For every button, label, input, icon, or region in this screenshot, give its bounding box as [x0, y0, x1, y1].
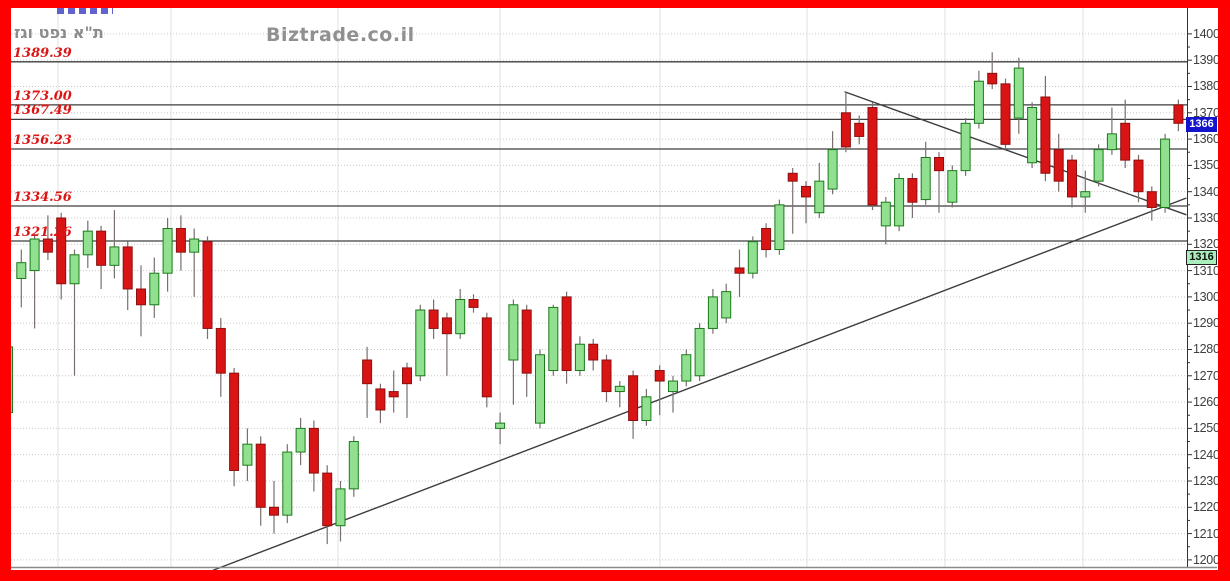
- candle-up: [535, 354, 545, 424]
- candle-down: [1146, 191, 1157, 208]
- candle-up: [109, 246, 120, 266]
- candle-down: [308, 427, 319, 474]
- candle-up: [189, 238, 200, 253]
- candle-up: [548, 306, 559, 372]
- candle-down: [801, 185, 811, 198]
- candle-down: [601, 359, 612, 393]
- candle-up: [295, 427, 306, 453]
- descending-resistance-trendline: [844, 91, 1187, 216]
- candle-down: [42, 238, 53, 253]
- candle-down: [987, 72, 998, 85]
- candle-down: [628, 375, 639, 421]
- candle-down: [56, 217, 67, 285]
- candle-down: [840, 112, 851, 148]
- candle-up: [641, 396, 652, 421]
- candle-down: [1000, 83, 1011, 145]
- candle-up: [894, 178, 905, 227]
- candle-up: [16, 262, 27, 279]
- candle-up: [614, 385, 625, 393]
- candle-down: [1067, 159, 1077, 198]
- candle-up: [495, 422, 506, 429]
- candle-up: [827, 149, 838, 190]
- candle-down: [654, 370, 665, 382]
- candle-down: [1120, 122, 1131, 161]
- candle-down: [215, 327, 226, 374]
- candle-down: [96, 230, 107, 266]
- candle-down: [1173, 104, 1184, 124]
- candle-up: [1093, 149, 1104, 182]
- frame-border-left: [0, 0, 11, 581]
- candle-up: [348, 441, 359, 490]
- candle-up: [947, 170, 958, 203]
- candle-up: [415, 309, 426, 377]
- candle-up: [774, 204, 785, 251]
- candle-up: [920, 156, 931, 201]
- frame-border-top: [0, 0, 1230, 8]
- candle-up: [880, 201, 891, 227]
- candle-up: [149, 272, 160, 306]
- candle-up: [1160, 138, 1171, 208]
- candle-down: [561, 296, 572, 372]
- candle-down: [375, 388, 386, 411]
- candle-down: [362, 359, 373, 385]
- candle-down: [787, 172, 798, 182]
- candle-up: [721, 291, 732, 319]
- candle-up: [282, 451, 293, 516]
- candle-down: [588, 343, 599, 361]
- candle-up: [747, 241, 758, 274]
- candle-down: [428, 309, 439, 329]
- candle-down: [468, 299, 479, 308]
- candle-up: [29, 238, 40, 272]
- candle-up: [1027, 107, 1038, 164]
- candle-up: [960, 122, 971, 172]
- candle-up: [455, 299, 466, 335]
- frame-border-right: [1218, 0, 1230, 581]
- candle-up: [242, 443, 253, 466]
- candle-up: [668, 380, 678, 393]
- candle-up: [681, 354, 692, 382]
- candle-up: [69, 254, 80, 285]
- frame-border-bottom: [0, 570, 1230, 581]
- candle-up: [82, 230, 93, 256]
- candle-down: [934, 156, 944, 172]
- candle-down: [255, 443, 266, 508]
- candle-down: [734, 267, 745, 274]
- candle-up: [1106, 133, 1117, 151]
- candle-down: [521, 309, 532, 374]
- candle-down: [907, 178, 918, 203]
- candle-down: [441, 317, 452, 335]
- candle-down: [322, 472, 333, 527]
- candle-up: [1013, 67, 1024, 119]
- candle-down: [136, 288, 146, 306]
- candle-down: [388, 391, 399, 398]
- candle-up: [574, 343, 585, 372]
- candle-down: [122, 246, 133, 290]
- candle-down: [1040, 96, 1051, 174]
- candle-down: [854, 122, 865, 137]
- candle-down: [175, 228, 186, 253]
- candle-up: [162, 228, 173, 274]
- candle-up: [1080, 191, 1091, 198]
- candle-down: [202, 241, 213, 329]
- candle-down: [1053, 149, 1064, 182]
- ascending-support-trendline: [212, 197, 1187, 572]
- candle-up: [335, 488, 346, 527]
- candle-down: [867, 107, 878, 206]
- candle-up: [508, 304, 519, 361]
- candle-up: [814, 180, 825, 214]
- candle-down: [229, 372, 240, 471]
- candle-up: [707, 296, 718, 329]
- candle-down: [761, 228, 772, 251]
- candle-up: [694, 327, 705, 377]
- candle-down: [1133, 159, 1144, 193]
- candle-down: [269, 506, 279, 516]
- candle-down: [481, 317, 492, 398]
- candle-down: [402, 367, 412, 385]
- candle-up: [973, 80, 984, 124]
